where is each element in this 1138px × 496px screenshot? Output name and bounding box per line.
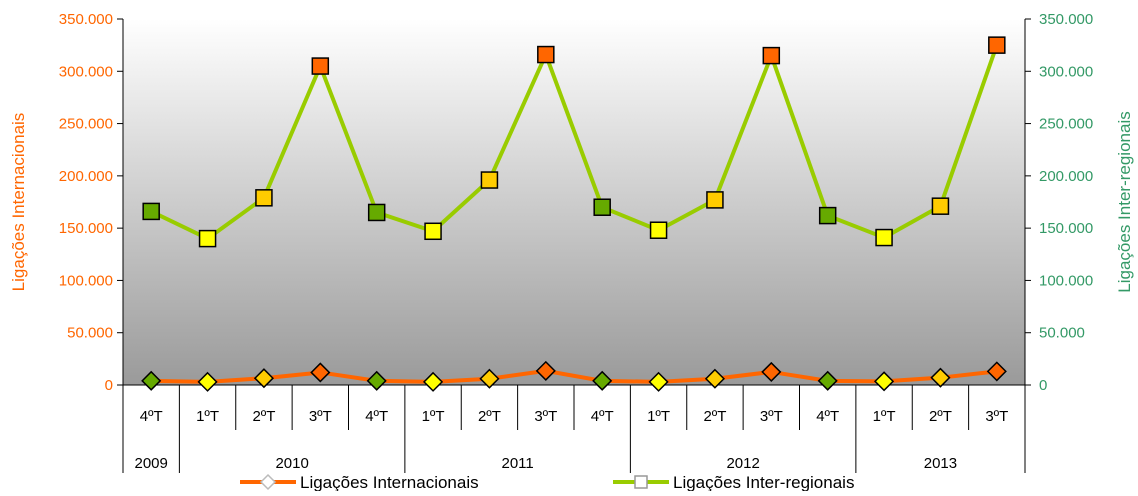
y-left-axis-title: Ligações Internacionais xyxy=(9,113,28,292)
data-point-internacionais xyxy=(648,371,669,392)
y-right-tick-label: 200.000 xyxy=(1039,168,1093,185)
data-point-internacionais xyxy=(704,368,725,389)
y-left-tick-label: 300.000 xyxy=(59,63,113,80)
y-right-tick-label: 100.000 xyxy=(1039,272,1093,289)
data-point-inter-regionais xyxy=(649,221,668,239)
data-point-internacionais xyxy=(761,361,782,382)
data-point-inter-regionais xyxy=(818,206,837,225)
y-left-tick-label: 100.000 xyxy=(59,272,113,289)
data-point-inter-regionais xyxy=(875,228,893,247)
data-point-internacionais xyxy=(366,370,387,391)
data-point-internacionais xyxy=(197,371,218,392)
y-right-tick-label: 150.000 xyxy=(1039,220,1093,237)
data-point-internacionais xyxy=(253,368,274,389)
data-point-inter-regionais xyxy=(593,198,611,216)
series-line-1 xyxy=(150,44,999,241)
x-tick-label: 1ºT xyxy=(196,408,219,425)
year-label: 2013 xyxy=(924,455,957,472)
y-right-tick-label: 300.000 xyxy=(1039,63,1093,80)
year-label: 2010 xyxy=(275,455,308,472)
data-point-internacionais xyxy=(535,360,556,381)
x-tick-label: 4ºT xyxy=(365,408,388,425)
data-point-inter-regionais xyxy=(255,189,273,207)
y-left-tick-label: 200.000 xyxy=(59,168,113,185)
data-point-inter-regionais xyxy=(367,203,386,222)
x-tick-label: 4ºT xyxy=(816,408,839,425)
data-point-internacionais xyxy=(592,370,613,391)
y-left-tick-label: 250.000 xyxy=(59,116,113,133)
data-point-internacionais xyxy=(930,367,951,388)
data-point-inter-regionais xyxy=(311,57,330,75)
y-right-tick-label: 350.000 xyxy=(1039,11,1093,28)
data-point-inter-regionais xyxy=(198,229,217,248)
y-left-tick-label: 350.000 xyxy=(59,11,113,28)
x-tick-label: 1ºT xyxy=(873,408,896,425)
x-tick-label: 3ºT xyxy=(534,408,557,425)
x-tick-label: 1ºT xyxy=(422,408,445,425)
y-left-tick-label: 0 xyxy=(105,377,113,394)
data-point-inter-regionais xyxy=(931,197,950,215)
x-tick-label: 4ºT xyxy=(591,408,614,425)
x-tick-label: 3ºT xyxy=(985,408,1008,425)
data-point-internacionais xyxy=(423,371,444,392)
x-tick-label: 2ºT xyxy=(929,408,952,425)
data-point-internacionais xyxy=(479,368,500,389)
legend-label: Ligações Internacionais xyxy=(300,473,479,491)
x-tick-label: 4ºT xyxy=(140,408,163,425)
data-point-internacionais xyxy=(310,362,331,383)
data-point-internacionais xyxy=(817,370,838,391)
x-tick-label: 1ºT xyxy=(647,408,670,425)
x-tick-label: 2ºT xyxy=(478,408,501,425)
year-label: 2009 xyxy=(135,455,168,472)
y-left-tick-label: 150.000 xyxy=(59,220,113,237)
data-point-inter-regionais xyxy=(424,222,442,241)
data-point-inter-regionais xyxy=(537,45,555,64)
y-right-tick-label: 250.000 xyxy=(1039,116,1093,133)
series-line-0 xyxy=(151,368,998,384)
year-label: 2012 xyxy=(726,455,759,472)
legend-label: Ligações Inter-regionais xyxy=(673,473,854,491)
y-right-tick-label: 50.000 xyxy=(1039,325,1085,342)
y-right-axis-title: Ligações Inter-regionais xyxy=(1115,111,1134,292)
data-point-inter-regionais xyxy=(142,202,160,221)
data-point-internacionais xyxy=(986,361,1007,382)
year-label: 2011 xyxy=(501,455,533,472)
plot-area xyxy=(123,19,1025,385)
data-point-inter-regionais xyxy=(480,171,499,189)
data-point-internacionais xyxy=(141,370,162,391)
legend-marker-square xyxy=(634,475,648,489)
x-tick-label: 2ºT xyxy=(252,408,275,425)
data-point-inter-regionais xyxy=(762,46,781,65)
x-tick-label: 3ºT xyxy=(760,408,783,425)
y-left-tick-label: 50.000 xyxy=(67,325,113,342)
legend-marker-diamond xyxy=(259,473,277,491)
data-point-internacionais xyxy=(874,371,895,392)
y-right-tick-label: 0 xyxy=(1039,377,1047,394)
x-tick-label: 2ºT xyxy=(703,408,726,425)
data-point-inter-regionais xyxy=(706,191,724,209)
x-tick-label: 3ºT xyxy=(309,408,332,425)
data-point-inter-regionais xyxy=(988,36,1006,54)
